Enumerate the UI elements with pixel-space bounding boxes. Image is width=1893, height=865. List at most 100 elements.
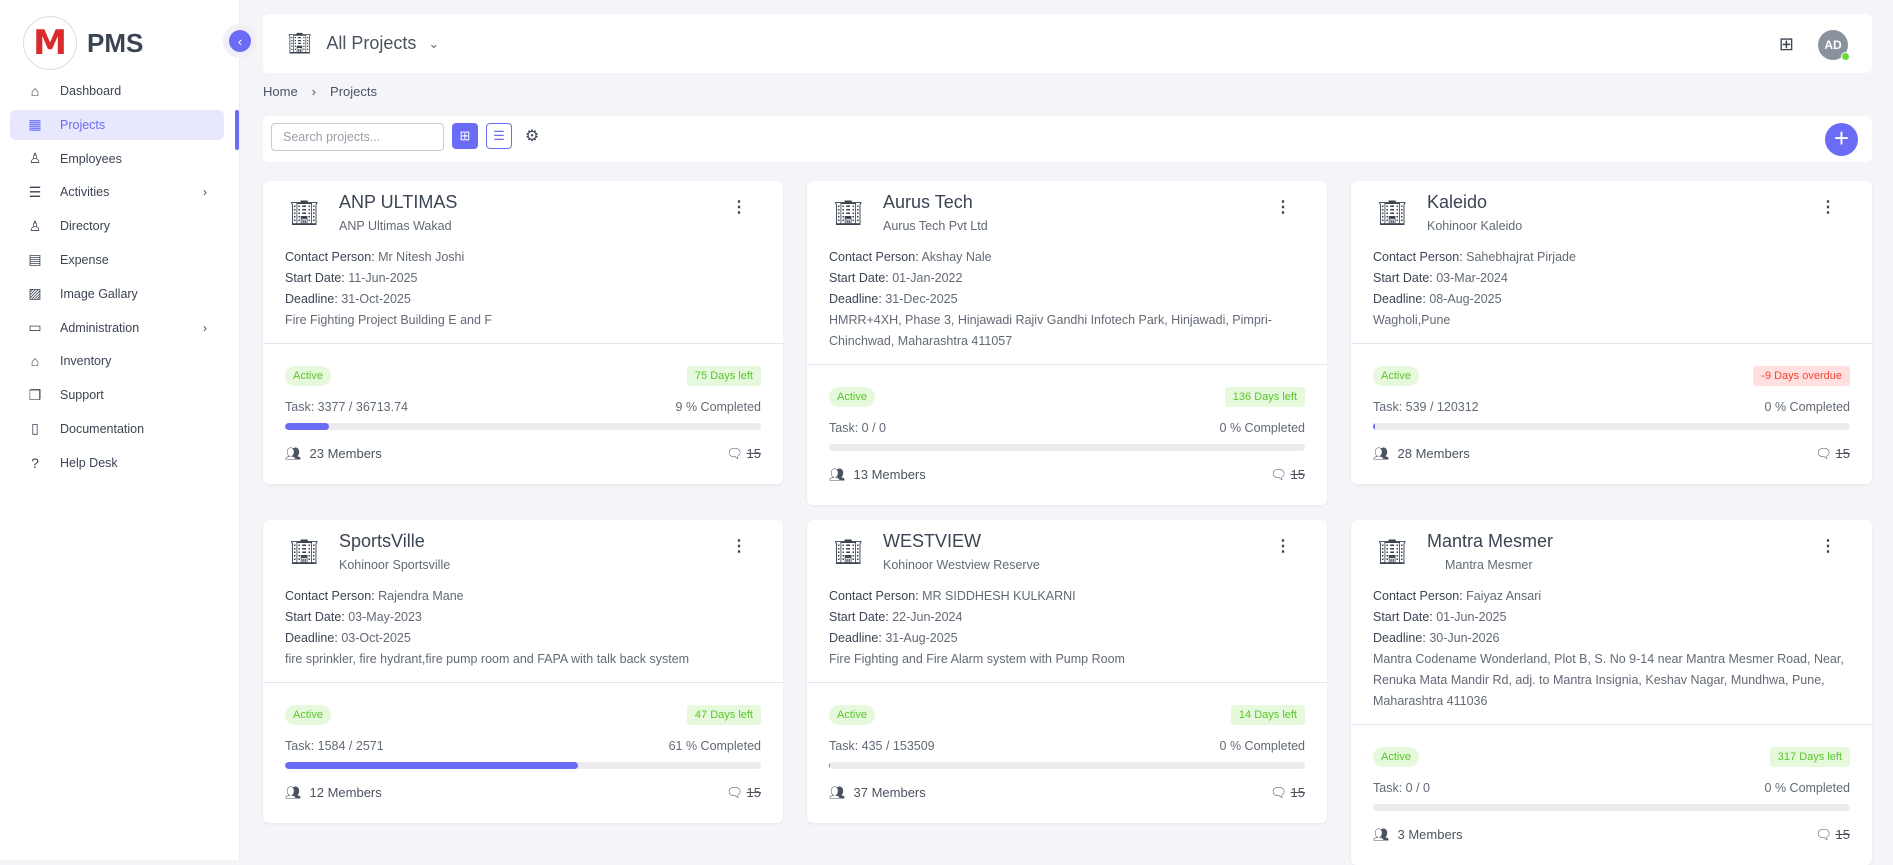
users-icon: 👥︎ <box>1373 446 1390 461</box>
project-selector[interactable]: All Projects <box>326 33 417 53</box>
sidebar-item-documentation[interactable]: ▯ Documentation <box>10 414 224 444</box>
start-value: 22-Jun-2024 <box>892 610 963 624</box>
comments-count: 15 <box>1290 467 1305 482</box>
chevron-down-icon[interactable]: ⌄ <box>428 35 440 51</box>
status-badge: Active <box>285 705 331 725</box>
comment-icon: 🗨︎ <box>726 446 743 461</box>
app-logo[interactable]: M PMS <box>23 16 143 70</box>
project-card[interactable]: 🏢︎ Aurus Tech Aurus Tech Pvt Ltd ⋮ Conta… <box>807 181 1327 505</box>
sidebar-item-label: Help Desk <box>60 455 118 470</box>
comments[interactable]: 🗨︎ 15 <box>1270 785 1305 801</box>
project-card[interactable]: 🏢︎ WESTVIEW Kohinoor Westview Reserve ⋮ … <box>807 520 1327 823</box>
comments-count: 15 <box>1835 446 1850 461</box>
project-address: Wagholi,Pune <box>1373 313 1451 327</box>
more-options-icon[interactable]: ⋮ <box>1275 199 1291 216</box>
deadline-label: Deadline: <box>285 631 338 645</box>
projects-toolbar: ⊞ ☰ ⚙︎ + <box>263 116 1872 162</box>
more-options-icon[interactable]: ⋮ <box>1820 199 1836 216</box>
project-card[interactable]: 🏢︎ SportsVille Kohinoor Sportsville ⋮ Co… <box>263 520 783 823</box>
contact-value: Akshay Nale <box>921 250 992 264</box>
deadline-label: Deadline: <box>1373 292 1426 306</box>
members[interactable]: 👥︎ 28 Members <box>1373 446 1470 462</box>
contact-person: Contact Person: Faiyaz Ansari <box>1373 586 1850 607</box>
sidebar-item-projects[interactable]: ▦ Projects <box>10 109 224 140</box>
progress-bar <box>829 444 1305 451</box>
sidebar-item-inventory[interactable]: ⌂ Inventory <box>10 346 224 376</box>
comments[interactable]: 🗨︎ 15 <box>1815 446 1850 462</box>
sidebar-item-activities[interactable]: ☰ Activities › <box>10 177 224 207</box>
sidebar-item-label: Projects <box>60 117 106 132</box>
comments[interactable]: 🗨︎ 15 <box>726 446 761 462</box>
members[interactable]: 👥︎ 12 Members <box>285 785 382 801</box>
more-options-icon[interactable]: ⋮ <box>731 199 747 216</box>
sidebar-item-support[interactable]: ❐ Support <box>10 380 224 410</box>
project-address: HMRR+4XH, Phase 3, Hinjawadi Rajiv Gandh… <box>829 313 1272 348</box>
task-count: Task: 539 / 120312 <box>1373 400 1479 414</box>
sidebar-item-directory[interactable]: ♙ Directory <box>10 211 224 241</box>
breadcrumb-home[interactable]: Home <box>263 84 298 99</box>
search-input[interactable] <box>271 123 444 151</box>
project-card[interactable]: 🏢︎ ANP ULTIMAS ANP Ultimas Wakad ⋮ Conta… <box>263 181 783 484</box>
contact-person: Contact Person: MR SIDDHESH KULKARNI <box>829 586 1305 607</box>
filter-sliders-icon[interactable]: ⚙︎ <box>524 128 540 145</box>
add-project-button[interactable]: + <box>1825 123 1858 156</box>
sidebar-item-expense[interactable]: ▤ Expense <box>10 245 224 275</box>
project-card[interactable]: 🏢︎ Mantra Mesmer Mantra Mesmer ⋮ Contact… <box>1351 520 1872 865</box>
progress-fill <box>285 423 329 430</box>
comment-icon: 🗨︎ <box>1270 467 1287 482</box>
list-view-button[interactable]: ☰ <box>486 123 512 149</box>
sidebar-item-help-desk[interactable]: ? Help Desk <box>10 448 224 478</box>
project-subtitle: Aurus Tech Pvt Ltd <box>883 219 988 233</box>
start-value: 03-Mar-2024 <box>1436 271 1508 285</box>
members[interactable]: 👥︎ 37 Members <box>829 785 926 801</box>
project-name[interactable]: Kaleido <box>1427 192 1488 212</box>
contact-value: Sahebhajrat Pirjade <box>1466 250 1576 264</box>
sidebar-item-dashboard[interactable]: ⌂ Dashboard <box>10 76 224 106</box>
start-date: Start Date: 03-May-2023 <box>285 607 761 628</box>
sidebar-item-label: Administration <box>60 320 140 335</box>
task-count: Task: 0 / 0 <box>829 421 886 435</box>
days-left-badge: 75 Days left <box>686 366 761 386</box>
members[interactable]: 👥︎ 3 Members <box>1373 827 1463 843</box>
apps-grid-icon[interactable]: ⊞ <box>1778 34 1794 54</box>
sidebar-item-label: Documentation <box>60 421 145 436</box>
building-icon: 🏢︎ <box>1377 539 1408 566</box>
sidebar-item-employees[interactable]: ♙ Employees <box>10 144 224 174</box>
status-badge: Active <box>1373 366 1419 386</box>
sidebar-item-image-gallary[interactable]: ▨ Image Gallary <box>10 279 224 309</box>
progress-fill <box>1373 423 1376 430</box>
progress-bar <box>829 762 1305 769</box>
members[interactable]: 👥︎ 13 Members <box>829 467 926 483</box>
building-icon: 🏢︎ <box>289 200 320 227</box>
user-avatar[interactable]: AD <box>1818 30 1850 61</box>
project-card[interactable]: 🏢︎ Kaleido Kohinoor Kaleido ⋮ Contact Pe… <box>1351 181 1872 484</box>
users-icon: ♙ <box>28 217 42 234</box>
more-options-icon[interactable]: ⋮ <box>1820 538 1836 555</box>
start-value: 03-May-2023 <box>348 610 422 624</box>
completion-percent: 0 % Completed <box>1764 781 1850 795</box>
more-options-icon[interactable]: ⋮ <box>1275 538 1291 555</box>
comments[interactable]: 🗨︎ 15 <box>726 785 761 801</box>
active-indicator <box>235 110 239 150</box>
contact-person: Contact Person: Sahebhajrat Pirjade <box>1373 247 1850 268</box>
breadcrumb: Home › Projects <box>263 84 377 99</box>
sidebar-item-label: Support <box>60 388 104 403</box>
start-label: Start Date: <box>285 610 345 624</box>
book-icon: ▯ <box>31 420 39 437</box>
grid-view-button[interactable]: ⊞ <box>452 123 478 149</box>
project-name[interactable]: ANP ULTIMAS <box>339 192 458 212</box>
project-name[interactable]: Aurus Tech <box>883 192 973 212</box>
comments[interactable]: 🗨︎ 15 <box>1270 467 1305 483</box>
list-icon: ☰ <box>28 183 42 200</box>
project-name[interactable]: Mantra Mesmer <box>1427 531 1554 551</box>
comments[interactable]: 🗨︎ 15 <box>1815 827 1850 843</box>
project-name[interactable]: SportsVille <box>339 531 425 551</box>
sidebar-item-administration[interactable]: ▭ Administration › <box>10 313 224 343</box>
members[interactable]: 👥︎ 23 Members <box>285 446 382 462</box>
start-value: 01-Jan-2022 <box>892 271 963 285</box>
project-name[interactable]: WESTVIEW <box>883 531 981 551</box>
collapse-sidebar-button[interactable]: ‹ <box>229 30 251 52</box>
more-options-icon[interactable]: ⋮ <box>731 538 747 555</box>
status-badge: Active <box>285 366 331 386</box>
avatar-initials: AD <box>1824 38 1842 52</box>
